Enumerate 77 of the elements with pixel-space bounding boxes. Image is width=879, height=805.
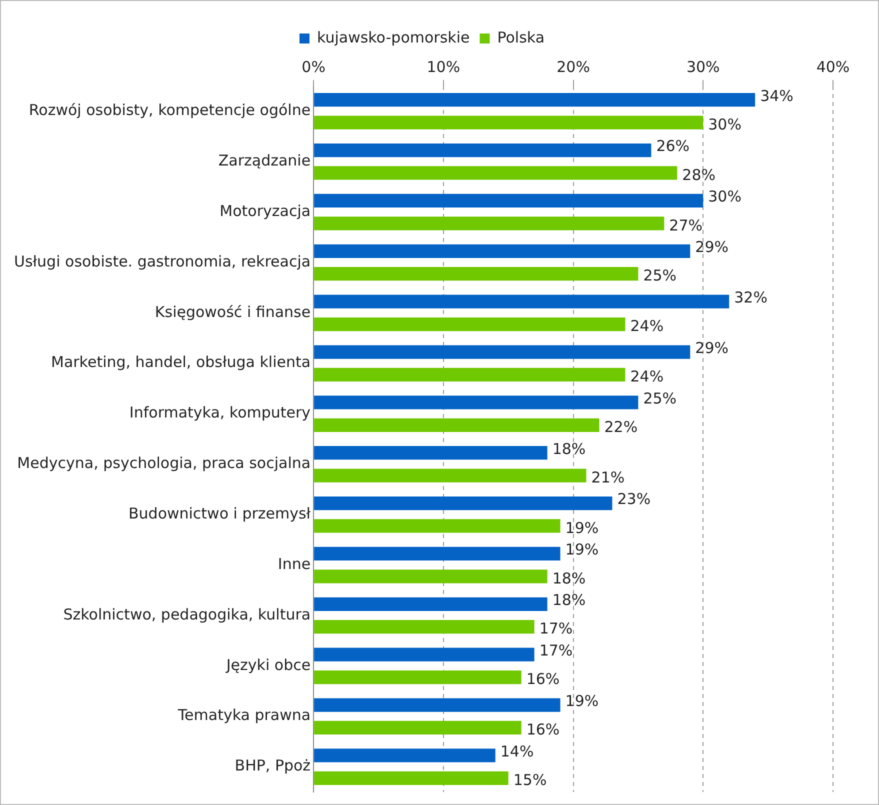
bar [314, 771, 508, 785]
bar [314, 368, 626, 382]
bar [314, 446, 548, 460]
bar [314, 345, 690, 359]
bar [314, 396, 638, 410]
data-label: 18% [552, 569, 586, 588]
data-label: 17% [539, 641, 573, 660]
y-tick-label: Rozwój osobisty, kompetencje ogólne [28, 101, 311, 120]
data-label: 34% [760, 86, 794, 105]
data-label: 28% [682, 166, 716, 184]
bar [314, 194, 704, 208]
bar [314, 519, 560, 533]
data-label: 19% [565, 518, 599, 537]
legend-label: Polska [497, 28, 545, 46]
bar [314, 496, 612, 510]
data-label: 19% [565, 692, 599, 710]
data-label: 22% [604, 418, 638, 436]
y-tick-label: Szkolnictwo, pedagogika, kultura [63, 605, 311, 624]
y-tick-label: Usługi osobiste. gastronomia, rekreacja [14, 252, 311, 270]
x-tick-label: 10% [426, 58, 460, 76]
data-label: 25% [643, 389, 677, 408]
data-label: 27% [669, 216, 703, 234]
bar [314, 294, 730, 308]
bar [314, 620, 534, 634]
bar [314, 93, 756, 107]
y-tick-label: Medycyna, psychologia, praca socjalna [17, 454, 311, 472]
bar [314, 648, 534, 662]
x-tick-label: 0% [302, 58, 326, 76]
data-label: 18% [552, 591, 586, 610]
bar [314, 143, 652, 158]
x-tick-label: 30% [686, 58, 720, 76]
x-tick-label: 40% [816, 58, 850, 76]
data-label: 16% [526, 670, 560, 688]
data-label: 21% [591, 468, 625, 486]
y-tick-label: Języki obce [225, 656, 311, 674]
data-label: 23% [617, 490, 651, 508]
x-tick-label: 20% [556, 58, 590, 76]
data-label: 30% [708, 188, 742, 206]
y-tick-label: Księgowość i finanse [154, 302, 311, 321]
data-label: 25% [643, 266, 677, 285]
bar [314, 720, 522, 735]
y-tick-label: Zarządzanie [218, 152, 311, 170]
bar [314, 166, 678, 180]
y-tick-label: Marketing, handel, obsługa klienta [51, 353, 311, 372]
y-tick-label: Budownictwo i przemysł [128, 504, 312, 523]
data-label: 14% [500, 742, 534, 760]
data-label: 29% [695, 238, 728, 256]
data-label: 15% [513, 771, 547, 790]
bar [314, 670, 522, 684]
bar [314, 597, 548, 611]
data-label: 19% [565, 540, 599, 559]
bar [314, 317, 626, 332]
bar [314, 698, 560, 712]
data-label: 26% [656, 137, 690, 156]
bar [314, 244, 690, 258]
data-label: 16% [526, 720, 560, 739]
data-label: 17% [539, 620, 573, 638]
bar [314, 546, 560, 561]
y-tick-label: BHP, Ppoż [234, 756, 311, 775]
data-label: 29% [695, 338, 728, 357]
data-label: 32% [734, 288, 768, 306]
bar [314, 267, 638, 281]
bar [314, 418, 600, 432]
data-label: 18% [552, 440, 586, 458]
bar [314, 748, 496, 762]
bar [314, 216, 664, 230]
bar [314, 570, 548, 584]
y-tick-label: Tematyka prawna [176, 706, 311, 724]
legend-label: kujawsko-pomorskie [316, 28, 470, 46]
y-tick-label: Motoryzacja [220, 202, 311, 220]
data-label: 30% [708, 115, 742, 134]
data-label: 24% [630, 317, 664, 336]
bar [314, 468, 586, 482]
y-tick-label: Inne [278, 554, 311, 573]
bar [314, 116, 704, 130]
data-label: 24% [630, 368, 664, 386]
y-tick-label: Informatyka, komputery [129, 404, 311, 422]
